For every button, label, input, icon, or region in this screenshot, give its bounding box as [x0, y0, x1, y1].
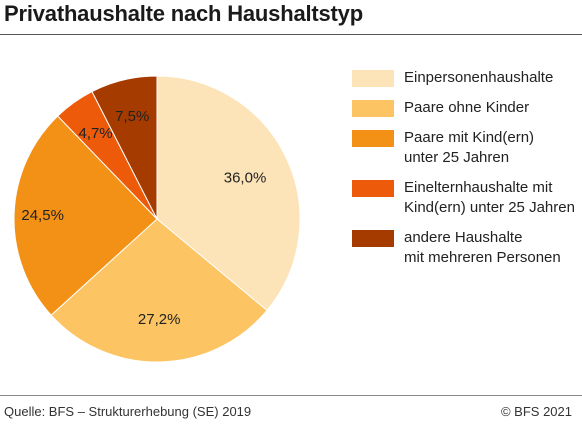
slice-label-4: 4,7% [78, 125, 112, 142]
slice-label-2: 27,2% [138, 311, 181, 328]
slice-label-3: 24,5% [21, 207, 64, 224]
legend-item-3: Paare mit Kind(ern) unter 25 Jahren [352, 128, 578, 168]
legend-item-1: Einpersonenhaushalte [352, 68, 578, 88]
legend-label: Paare mit Kind(ern) unter 25 Jahren [404, 129, 535, 166]
legend-swatch [352, 130, 394, 147]
pie-slice-1 [156, 75, 301, 312]
legend-label: andere Haushalte mit mehreren Personen [404, 229, 561, 266]
legend-swatch [352, 100, 394, 117]
slice-label-5: 7,5% [115, 108, 149, 125]
title-divider [0, 34, 582, 35]
pie-slice-3 [13, 115, 158, 316]
slice-label-1: 36,0% [224, 170, 267, 187]
legend-swatch [352, 70, 394, 87]
chart-title: Privathaushalte nach Haushaltstyp [4, 1, 363, 26]
copyright-note: © BFS 2021 [500, 404, 572, 419]
legend-label: Einelternhaushalte mit Kind(ern) unter 2… [404, 179, 575, 216]
legend-item-2: Paare ohne Kinder [352, 98, 578, 118]
chart-legend: Einpersonenhaushalte Paare ohne Kinder Paa… [352, 68, 578, 278]
footer-divider [0, 395, 582, 396]
legend-item-4: Einelternhaushalte mit Kind(ern) unter 2… [352, 178, 578, 218]
pie-slice-5 [91, 75, 158, 220]
pie-slice-2 [50, 218, 268, 363]
pie-chart: 36,0% 27,2% 24,5% 4,7%7,5% [13, 75, 301, 363]
legend-label: Einpersonenhaushalte [404, 69, 554, 86]
legend-label: Paare ohne Kinder [404, 99, 530, 116]
source-note: Quelle: BFS – Strukturerhebung (SE) 2019 [4, 404, 252, 419]
legend-swatch [352, 180, 394, 197]
legend-item-5: andere Haushalte mit mehreren Personen [352, 228, 578, 268]
legend-swatch [352, 230, 394, 247]
